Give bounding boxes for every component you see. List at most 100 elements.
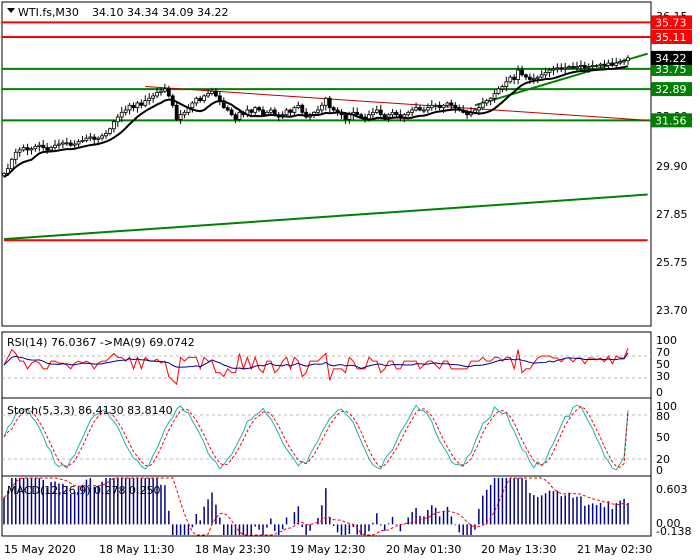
candle-body xyxy=(210,90,214,94)
candle-body xyxy=(371,111,375,116)
candle-body xyxy=(453,104,458,109)
candle-body xyxy=(480,102,485,109)
candle-body xyxy=(147,97,152,102)
candle-body xyxy=(84,137,89,141)
candle-body xyxy=(29,148,34,151)
macd-panel: MACD(12,26,9) 0.278 0.250 0.603 0.00 -0.… xyxy=(3,477,691,538)
rsi-pane[interactable] xyxy=(1,331,652,399)
macd-tick: 0.603 xyxy=(656,483,688,496)
candle-body xyxy=(155,91,159,97)
candle-body xyxy=(53,144,57,148)
candle-body xyxy=(543,72,548,76)
main-pane[interactable] xyxy=(1,1,652,327)
candle-body xyxy=(131,104,136,109)
candle-body xyxy=(618,61,623,64)
candle-body xyxy=(382,114,387,118)
level-label-text: 31.56 xyxy=(655,114,687,127)
candle-body xyxy=(108,128,112,134)
candle-body xyxy=(76,141,81,145)
candle-body xyxy=(257,107,261,111)
level-label-text: 33.75 xyxy=(655,63,687,76)
rsi-lines xyxy=(3,348,629,386)
candle-body xyxy=(402,114,407,118)
candle-body xyxy=(441,104,446,109)
rsi-tick: 70 xyxy=(656,346,670,359)
level-label-text: 32.89 xyxy=(655,83,687,96)
stoch-lines xyxy=(3,404,629,471)
candle-body xyxy=(80,140,85,143)
candle-body xyxy=(355,111,360,116)
price-tick: 25.75 xyxy=(656,256,688,269)
candle-body xyxy=(229,109,234,116)
candle-body xyxy=(41,144,46,148)
candle-body xyxy=(614,62,619,66)
rsi-tick: 50 xyxy=(656,358,670,371)
candle-body xyxy=(586,66,591,69)
candle-body xyxy=(575,66,579,69)
candle-body xyxy=(198,97,203,102)
candle-body xyxy=(88,136,93,139)
price-tick: 27.85 xyxy=(656,208,688,221)
candle-body xyxy=(68,142,73,146)
level-label-box xyxy=(651,82,692,97)
rsi-ma-line xyxy=(3,352,629,370)
trend-line xyxy=(3,193,648,241)
candle-body xyxy=(190,102,195,109)
price-tick: 29.90 xyxy=(656,160,688,173)
level-label-box xyxy=(651,15,692,30)
candle-body xyxy=(437,104,442,109)
stoch-tick: 20 xyxy=(656,453,670,466)
candle-body xyxy=(496,88,501,94)
candle-body xyxy=(25,147,30,151)
candle-body xyxy=(512,76,517,80)
candle-body xyxy=(449,102,454,106)
rsi-tick: 0 xyxy=(656,386,663,399)
candle-body xyxy=(316,109,320,113)
candle-body xyxy=(406,111,411,116)
symbol-header: WTI.fs,M30 34.10 34.34 34.09 34.22 xyxy=(7,6,228,19)
stoch-title: Stoch(5,3,3) 86.4130 83.8140 xyxy=(7,404,173,417)
time-label: 20 May 01:30 xyxy=(386,543,461,556)
candle-body xyxy=(567,66,572,69)
candle-body xyxy=(414,107,418,111)
time-label: 18 May 23:30 xyxy=(195,543,270,556)
candle-body xyxy=(394,111,399,116)
candle-body xyxy=(92,136,97,140)
level-label-text: 35.11 xyxy=(655,31,687,44)
candle-body xyxy=(233,114,238,120)
candle-body xyxy=(602,63,607,66)
candle-body xyxy=(606,62,611,66)
macd-signal-line xyxy=(3,477,629,536)
candle-body xyxy=(386,114,391,118)
candle-body xyxy=(319,104,324,111)
stoch-pane[interactable] xyxy=(1,397,652,477)
time-label: 21 May 02:30 xyxy=(577,543,652,556)
candle-body xyxy=(100,135,105,139)
level-label-box xyxy=(651,29,692,44)
collapse-triangle-icon xyxy=(7,8,15,13)
candle-body xyxy=(21,147,26,151)
candle-body xyxy=(182,111,187,116)
candle-body xyxy=(422,109,426,112)
candle-body xyxy=(72,143,77,146)
candle-body xyxy=(418,107,422,111)
candle-body xyxy=(488,97,493,102)
candle-body xyxy=(539,74,544,78)
candle-body xyxy=(292,107,297,113)
candle-body xyxy=(225,107,230,111)
price-tick: 23.70 xyxy=(656,304,688,317)
candle-body xyxy=(288,109,293,113)
time-label: 20 May 13:30 xyxy=(481,543,556,556)
candle-body xyxy=(571,66,575,69)
candle-body xyxy=(178,114,183,120)
candle-body xyxy=(151,95,156,99)
candle-body xyxy=(374,109,379,113)
candle-body xyxy=(508,76,513,83)
stoch-tick: 80 xyxy=(656,410,670,423)
candle-body xyxy=(119,111,124,118)
stoch-tick: 0 xyxy=(656,464,663,477)
candle-body xyxy=(57,143,61,146)
stoch-signal-line xyxy=(3,405,629,468)
